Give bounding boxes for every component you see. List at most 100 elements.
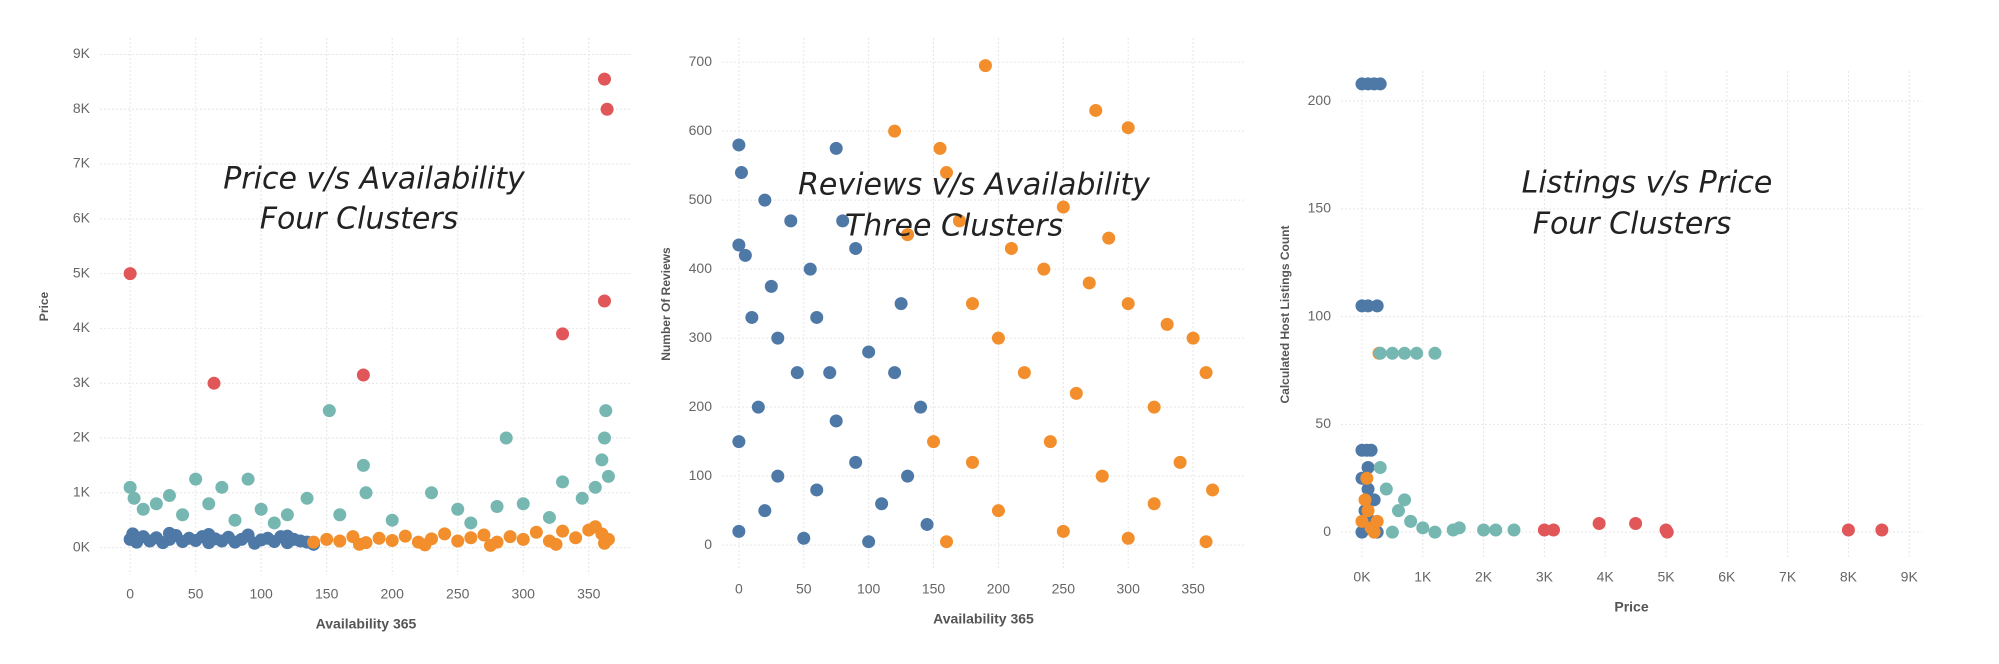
y-tick-label: 700 [689,53,713,69]
point [952,214,966,228]
annotation: Four Clusters [260,202,459,237]
point [1147,497,1161,511]
point [597,72,611,86]
y-tick-label: 0 [704,536,712,552]
point [483,538,497,552]
point [597,536,611,550]
x-tick-label: 300 [1117,581,1141,597]
point [1367,493,1381,507]
point [202,527,216,541]
x-tick-label: 0 [126,586,134,602]
point [1121,297,1135,311]
point [597,431,611,445]
point [965,297,979,311]
point [1385,525,1399,539]
y-tick-label: 500 [689,191,713,207]
point [875,497,889,511]
point [280,529,294,543]
y-tick-label: 0 [1323,523,1331,539]
point [1069,386,1083,400]
point [1358,493,1372,507]
y-axis-title: Number Of Reviews [659,247,673,361]
y-tick-label: 2K [73,429,91,445]
point [599,404,613,418]
point [162,489,176,503]
x-axis-title: Availability 365 [316,616,417,632]
point [464,516,478,530]
point [1199,535,1213,549]
point [732,138,746,152]
point [451,534,465,548]
y-tick-label: 100 [1308,307,1332,323]
point [1056,524,1070,538]
point [1037,262,1051,276]
point [215,480,229,494]
x-tick-label: 7K [1779,569,1797,585]
point [556,327,570,341]
y-axis-title: Price [37,291,51,321]
point [764,279,778,293]
point [438,527,452,541]
point [207,376,221,390]
point [503,530,517,544]
x-tick-label: 300 [512,586,536,602]
point [1373,346,1387,360]
point [588,480,602,494]
point [1361,504,1375,518]
annotation: Four Clusters [1533,207,1732,242]
point [418,538,432,552]
point [894,297,908,311]
point [751,400,765,414]
x-tick-label: 9K [1901,569,1919,585]
point [1173,455,1187,469]
x-tick-label: 8K [1840,569,1858,585]
point [1391,504,1405,518]
point [1186,331,1200,345]
x-tick-label: 1K [1414,569,1432,585]
point [927,435,941,449]
point [333,534,347,548]
annotation: Listings v/s Price [1522,166,1773,201]
point [1428,525,1442,539]
point [126,527,140,541]
point [1361,482,1375,496]
point [600,102,614,116]
point [803,262,817,276]
point [241,472,255,486]
point [836,214,850,228]
point [385,533,399,547]
point [464,531,478,545]
point [888,366,902,380]
point [1147,400,1161,414]
annotation: Price v/s Availability [223,162,526,197]
point [1089,103,1103,117]
point [1373,460,1387,474]
point [451,502,465,516]
point [1398,493,1412,507]
point [810,310,824,324]
point [333,508,347,522]
y-tick-label: 200 [689,398,713,414]
point [1452,521,1466,535]
point [1547,523,1561,537]
x-tick-label: 150 [922,581,946,597]
point [1082,276,1096,290]
point [790,366,804,380]
x-tick-label: 200 [381,586,405,602]
point [372,531,386,545]
point [575,491,589,505]
y-tick-label: 1K [73,484,91,500]
point [1537,523,1551,537]
point [1489,523,1503,537]
point [920,517,934,531]
point [162,526,176,540]
point [1379,482,1393,496]
point [490,500,504,514]
point [1370,514,1384,528]
y-tick-label: 300 [689,329,713,345]
point [829,141,843,155]
point [1373,77,1387,91]
y-tick-label: 0K [73,538,91,554]
y-tick-label: 200 [1308,92,1332,108]
point [978,59,992,73]
